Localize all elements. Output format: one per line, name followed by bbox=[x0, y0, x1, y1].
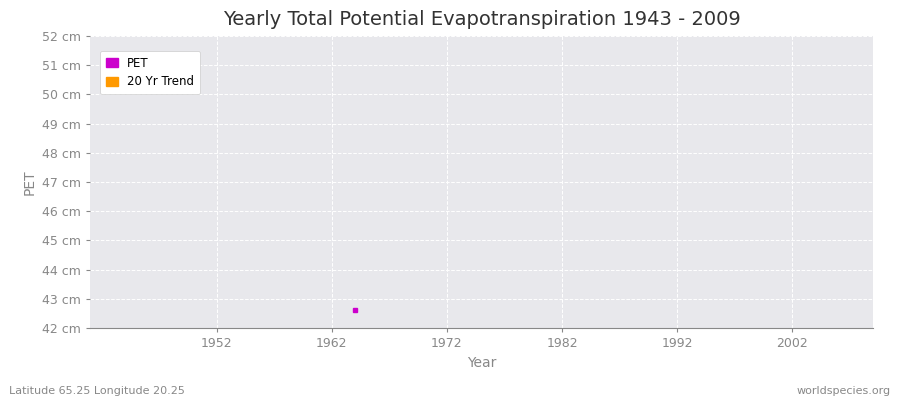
Title: Yearly Total Potential Evapotranspiration 1943 - 2009: Yearly Total Potential Evapotranspiratio… bbox=[222, 10, 741, 29]
Text: worldspecies.org: worldspecies.org bbox=[796, 386, 891, 396]
Text: Latitude 65.25 Longitude 20.25: Latitude 65.25 Longitude 20.25 bbox=[9, 386, 184, 396]
Legend: PET, 20 Yr Trend: PET, 20 Yr Trend bbox=[100, 51, 200, 94]
Y-axis label: PET: PET bbox=[22, 169, 36, 195]
X-axis label: Year: Year bbox=[467, 356, 496, 370]
